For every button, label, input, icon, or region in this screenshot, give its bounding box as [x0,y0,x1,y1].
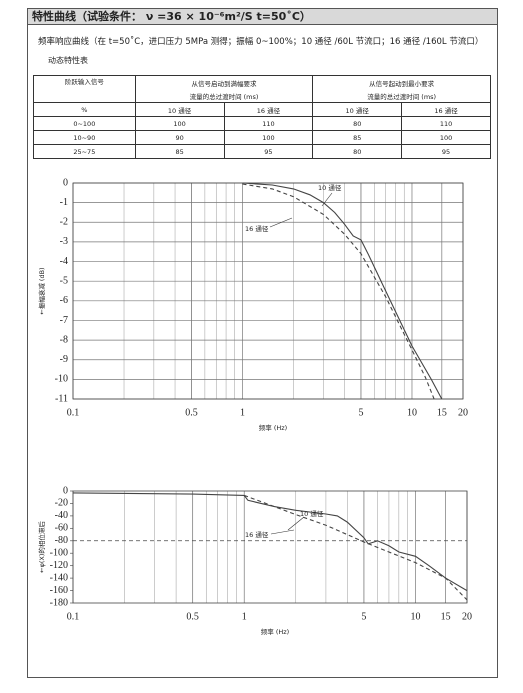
y-tick-label: -3 [60,236,68,247]
frame [27,8,498,678]
table: 阶跃输入信号 从信号启动到满幅要求 从信号起动到最小要求 流量的总过渡时间 (m… [33,75,491,159]
y-tick-label: -120 [50,560,68,571]
y-tick-label: -40 [55,510,68,521]
y-axis-label: ←振幅衰减 (dB) [37,267,46,314]
series-line [72,492,468,592]
table-cell: 95 [401,144,491,159]
leader-line [270,529,295,535]
y-tick-label: 0 [63,177,68,188]
x-tick-label: 15 [437,407,447,418]
series-line [242,182,443,400]
x-axis-label: 频率 (Hz) [259,423,287,432]
y-tick-label: -2 [60,217,68,228]
y-tick-label: -160 [50,585,68,596]
leader-line [287,516,305,531]
y-tick-label: -8 [60,334,68,345]
series-label: 16 通径 [245,530,269,539]
y-tick-label: -6 [60,295,68,306]
table-cell: 85 [134,144,225,159]
plot-frame [72,490,468,604]
x-tick-label: 1 [240,407,245,418]
y-tick-label: -11 [55,393,68,404]
series-line [242,183,435,400]
x-tick-label: 20 [458,407,468,418]
x-tick-label: 0.1 [67,407,80,418]
leader-line [321,192,333,207]
header-title: 特性曲线（试验条件： ν =36 × 10⁻⁶m²/S t=50˚C） [28,9,497,25]
series-label: 10 通径 [318,183,342,192]
plot-frame [72,182,464,400]
x-tick-label: 5 [358,407,363,418]
header-cell: 从信号起动到最小要求 [312,75,491,89]
y-tick-label: -9 [60,354,68,365]
x-tick-label: 15 [441,611,451,622]
x-tick-label: 10 [407,407,417,418]
y-tick-label: -140 [50,572,68,583]
series-line [244,494,468,601]
table-title: 动态特性表 [48,56,88,65]
x-tick-label: 0.1 [67,611,80,622]
y-tick-label: -10 [55,374,68,385]
y-tick-label: -100 [50,548,68,559]
x-tick-label: 20 [462,611,472,622]
series-label: 10 通径 [300,509,324,518]
y-tick-label: -5 [60,275,68,286]
x-tick-label: 10 [410,611,420,622]
y-tick-label: -1 [60,197,68,208]
y-tick-label: -80 [55,535,68,546]
x-tick-label: 0.5 [186,611,199,622]
x-axis-label: 频率 (Hz) [261,627,289,636]
leader-line [269,217,293,228]
series-label: 16 通径 [245,224,269,233]
table-cell: 95 [223,144,314,159]
x-tick-label: 0.5 [185,407,198,418]
y-tick-label: -4 [60,256,68,267]
y-tick-label: -7 [60,315,68,326]
y-tick-label: -20 [55,498,68,509]
x-tick-label: 1 [242,611,247,622]
subtitle: 频率响应曲线（在 t=50˚C，进口压力 5MPa 测得；振幅 0~100%；1… [38,37,484,47]
y-tick-label: -180 [50,597,68,608]
y-axis-label: ←φ(X)的相位滞后 [37,521,46,573]
y-tick-label: 0 [63,485,68,496]
x-tick-label: 5 [361,611,366,622]
y-tick-label: -60 [55,523,68,534]
